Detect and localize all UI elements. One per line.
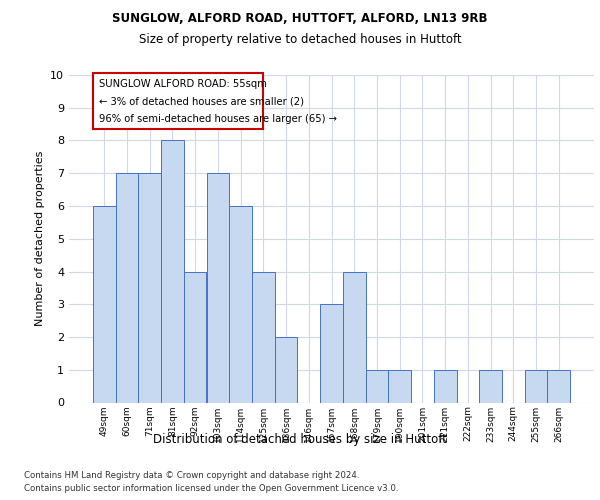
Bar — [184, 272, 206, 402]
Bar — [434, 370, 457, 402]
Text: 96% of semi-detached houses are larger (65) →: 96% of semi-detached houses are larger (… — [98, 114, 337, 124]
Bar — [93, 74, 263, 129]
Bar — [524, 370, 547, 402]
Bar — [252, 272, 275, 402]
Bar — [343, 272, 365, 402]
Text: Contains public sector information licensed under the Open Government Licence v3: Contains public sector information licen… — [24, 484, 398, 493]
Bar — [229, 206, 252, 402]
Bar — [365, 370, 388, 402]
Bar — [479, 370, 502, 402]
Bar — [275, 337, 298, 402]
Bar — [116, 173, 139, 402]
Text: Contains HM Land Registry data © Crown copyright and database right 2024.: Contains HM Land Registry data © Crown c… — [24, 471, 359, 480]
Text: SUNGLOW, ALFORD ROAD, HUTTOFT, ALFORD, LN13 9RB: SUNGLOW, ALFORD ROAD, HUTTOFT, ALFORD, L… — [112, 12, 488, 26]
Bar — [388, 370, 411, 402]
Text: ← 3% of detached houses are smaller (2): ← 3% of detached houses are smaller (2) — [98, 96, 304, 106]
Bar — [206, 173, 229, 402]
Bar — [320, 304, 343, 402]
Bar — [139, 173, 161, 402]
Bar — [161, 140, 184, 402]
Bar — [547, 370, 570, 402]
Y-axis label: Number of detached properties: Number of detached properties — [35, 151, 44, 326]
Bar — [93, 206, 116, 402]
Text: Size of property relative to detached houses in Huttoft: Size of property relative to detached ho… — [139, 32, 461, 46]
Text: Distribution of detached houses by size in Huttoft: Distribution of detached houses by size … — [153, 432, 447, 446]
Text: SUNGLOW ALFORD ROAD: 55sqm: SUNGLOW ALFORD ROAD: 55sqm — [98, 79, 266, 89]
